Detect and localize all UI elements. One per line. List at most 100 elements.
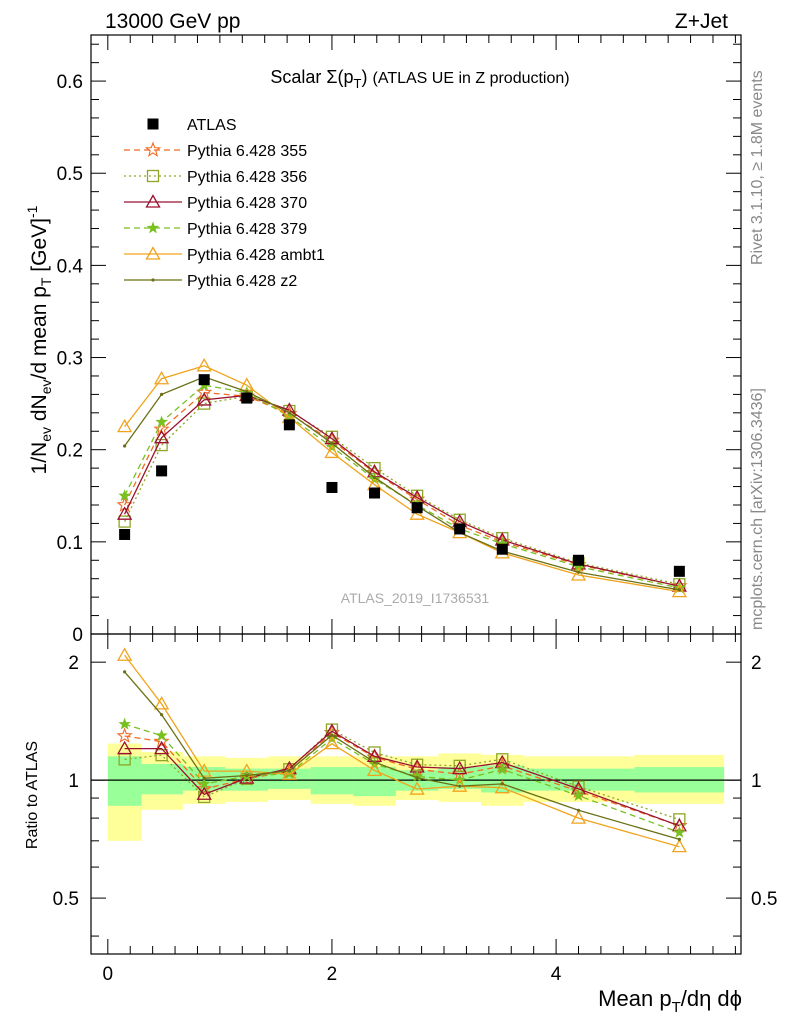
y-tick-label: 0.1 [57, 533, 83, 554]
ratio-series-5-point-7 [415, 776, 419, 780]
ratio-series-5-point-4 [287, 769, 291, 773]
legend-marker-4 [145, 246, 161, 260]
series-4-point-0 [117, 418, 133, 433]
ratio-series-5-point-3 [245, 773, 249, 778]
ratio-series-4-point-0 [117, 647, 133, 661]
atlas-data-point-6 [369, 487, 381, 499]
ratio-series-5-point-10 [576, 808, 581, 812]
legend-marker-3 [146, 221, 160, 234]
ratio-series-4-point-5 [324, 735, 340, 750]
series-line-3 [124, 384, 680, 589]
series-4-point-7 [409, 506, 425, 520]
band-stat-1 [141, 763, 183, 795]
legend-marker-5 [151, 278, 155, 282]
series-2-point-1 [153, 429, 170, 444]
atlas-data-point-10 [573, 554, 584, 566]
ratio-tick-label-left: 1 [68, 771, 79, 792]
ratio-series-2-point-2 [196, 786, 212, 800]
series-3-point-1 [155, 415, 168, 428]
ratio-tick-label-right: 1 [751, 771, 762, 792]
ratio-series-4-point-2 [196, 763, 212, 777]
ratio-tick-label-left: 2 [68, 653, 79, 674]
ratio-series-5-point-8 [458, 784, 462, 788]
y-tick-label: 0.2 [57, 441, 83, 462]
ratio-frame [90, 633, 742, 955]
ratio-plot-marks [91, 647, 741, 853]
series-5-point-11 [677, 588, 681, 592]
ratio-series-4-point-11 [671, 838, 687, 853]
ratio-axis-ticks: 0 2 4 0.5 0.5 1 1 2 2 [53, 634, 777, 985]
ratio-series-5-point-5 [330, 733, 334, 737]
series-5-point-3 [245, 390, 249, 394]
ratio-series-5-point-0 [123, 670, 127, 674]
series-4-point-5 [324, 444, 340, 459]
header-left: 13000 GeV pp [105, 10, 240, 33]
ratio-series-line-5 [124, 671, 680, 841]
chart-title: Scalar Σ(pT) (ATLAS UE in Z production) [270, 67, 569, 91]
ratio-tick-label-left: 0.5 [53, 889, 79, 910]
ratio-panel: 0 2 4 0.5 0.5 1 1 2 2 [53, 633, 777, 985]
analysis-watermark: ATLAS_2019_I1736531 [341, 590, 490, 606]
ratio-series-5-point-1 [160, 713, 164, 717]
ratio-series-line-0 [124, 732, 680, 827]
ratio-series-5-point-6 [372, 760, 377, 764]
ratio-series-3-point-9 [496, 762, 509, 775]
legend-marker-2 [145, 194, 161, 208]
atlas-data-point-0 [119, 528, 131, 540]
series-1-point-1 [155, 438, 168, 452]
series-5-point-5 [330, 441, 334, 445]
atlas-data-point-4 [283, 419, 295, 431]
x-tick-label: 2 [327, 964, 338, 985]
series-2-point-0 [117, 506, 133, 520]
ratio-series-5-point-2 [202, 776, 206, 780]
ratio-series-1-point-8 [453, 759, 466, 772]
ratio-tick-label-right: 0.5 [751, 889, 777, 910]
series-2-point-2 [196, 392, 212, 406]
series-5-point-0 [123, 444, 127, 448]
y-tick-label: 0 [72, 625, 83, 646]
series-line-0 [124, 391, 680, 587]
ratio-series-line-4 [124, 654, 680, 848]
atlas-data-point-3 [241, 392, 253, 404]
ratio-series-2-point-0 [117, 740, 133, 755]
legend-label-0: Pythia 6.428 355 [187, 143, 307, 160]
y-tick-label: 0.3 [57, 349, 83, 370]
ratio-series-0-point-0 [116, 727, 133, 743]
series-line-2 [124, 394, 680, 587]
legend-label-2: Pythia 6.428 370 [187, 195, 307, 212]
y-tick-label: 0.6 [57, 72, 83, 93]
ratio-series-3-point-2 [197, 777, 211, 790]
ratio-series-4-point-1 [153, 696, 170, 710]
series-5-point-10 [576, 570, 581, 574]
ratio-series-1-point-11 [673, 813, 686, 826]
ratio-series-3-point-0 [118, 717, 131, 730]
series-line-5 [124, 376, 680, 591]
legend: ATLAS Pythia 6.428 355 Pythia 6.428 356 Pyt… [124, 117, 325, 290]
x-axis-label: Mean pT/dη dϕ [598, 986, 742, 1016]
ratio-tick-label-right: 2 [751, 653, 762, 674]
atlas-data-point-7 [411, 502, 423, 514]
ratio-series-0-point-1 [153, 733, 170, 749]
main-axis-ticks: 0 0.1 0.2 0.3 0.4 0.5 0.6 [57, 35, 741, 646]
series-4-point-1 [153, 370, 170, 385]
series-5-point-1 [160, 392, 164, 396]
series-line-4 [124, 365, 680, 593]
main-panel: 0 0.1 0.2 0.3 0.4 0.5 0.6 Scalar Σ(pT) (ATLAS … [57, 34, 742, 646]
ratio-series-4-point-4 [281, 766, 297, 780]
ratio-series-5-point-11 [677, 837, 681, 842]
legend-label-atlas: ATLAS [187, 117, 237, 134]
ratio-series-5-point-9 [500, 782, 504, 786]
series-5-point-4 [287, 411, 291, 415]
atlas-data-point-5 [326, 481, 338, 493]
x-tick-label: 0 [103, 964, 114, 985]
ratio-series-3-point-10 [572, 789, 585, 802]
x-tick-label: 4 [551, 964, 562, 985]
ratio-series-4-point-10 [570, 810, 587, 824]
main-plot-marks [116, 358, 688, 598]
series-5-point-6 [372, 475, 377, 479]
atlas-data-point-11 [673, 565, 685, 577]
legend-marker-0 [144, 141, 162, 157]
ratio-axis-label: Ratio to ATLAS [24, 741, 41, 849]
band-stat-0 [107, 756, 142, 806]
